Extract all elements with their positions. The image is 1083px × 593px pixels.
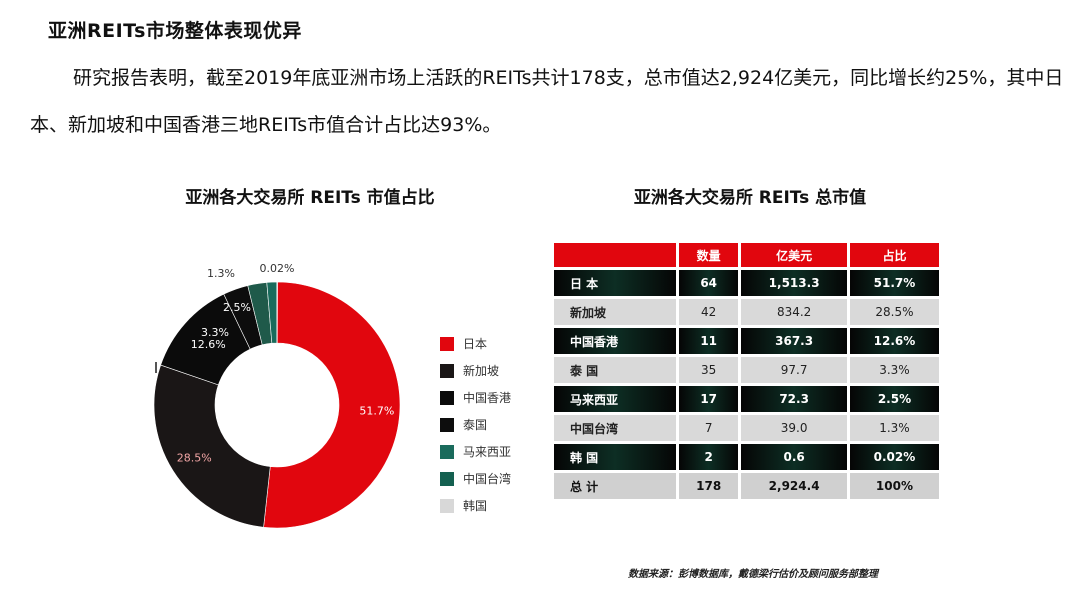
- table-row: 中国台湾 7 39.0 1.3%: [554, 415, 939, 441]
- table-cell: 64: [679, 270, 739, 296]
- table-row: 韩 国 2 0.6 0.02%: [554, 444, 939, 470]
- table-header-row: 数量 亿美元 占比: [554, 243, 939, 267]
- table-cell: 17: [679, 386, 739, 412]
- table-cell: 367.3: [741, 328, 847, 354]
- intro-paragraph: 研究报告表明，截至2019年底亚洲市场上活跃的REITs共计178支，总市值达2…: [30, 67, 1064, 136]
- table-cell: 42: [679, 299, 739, 325]
- legend-item: 泰国: [440, 411, 511, 438]
- legend-label: 马来西亚: [463, 445, 512, 459]
- table-cell: 11: [679, 328, 739, 354]
- legend-item: 新加坡: [440, 357, 511, 384]
- legend-swatch: [440, 363, 454, 378]
- table-cell: 35: [679, 357, 739, 383]
- donut-legend: 日本新加坡中国香港泰国马来西亚中国台湾韩国: [440, 330, 511, 519]
- table-column-header: 占比: [849, 243, 939, 267]
- donut-chart: 51.7% 28.5% 12.6%3.3% 2.5% 1.3% 0.02%: [153, 262, 401, 529]
- donut-data-label-5: 2.5%: [223, 301, 251, 314]
- table-cell: 834.2: [741, 299, 847, 325]
- legend-swatch: [440, 498, 454, 513]
- legend-swatch: [440, 390, 454, 405]
- reits-market-table: 数量 亿美元 占比 日 本 64 1,513.3 51.7% 新加坡 42 834.2 28.5%…: [551, 240, 942, 502]
- table-chart-title: 亚洲各大交易所 REITs 总市值: [633, 188, 867, 208]
- table-cell: 72.3: [741, 386, 847, 412]
- table-cell: 97.7: [741, 357, 847, 383]
- table-row: 马来西亚 17 72.3 2.5%: [554, 386, 939, 412]
- table-cell: 1.3%: [849, 415, 939, 441]
- table-cell: 韩 国: [554, 444, 677, 470]
- legend-swatch: [440, 471, 454, 486]
- table-cell: 新加坡: [554, 299, 677, 325]
- table-cell: 总 计: [554, 473, 677, 499]
- table-cell: 中国台湾: [554, 415, 677, 441]
- donut-data-label-4: 3.3%: [201, 326, 229, 339]
- legend-item: 中国香港: [440, 384, 511, 411]
- donut-data-label-7: 0.02%: [260, 262, 295, 275]
- table-column-header: [554, 243, 677, 267]
- table-row: 泰 国 35 97.7 3.3%: [554, 357, 939, 383]
- legend-label: 泰国: [463, 418, 488, 432]
- legend-label: 日本: [463, 337, 488, 351]
- table-column-header: 亿美元: [741, 243, 847, 267]
- table-total-row: 总 计 178 2,924.4 100%: [554, 473, 939, 499]
- donut-data-label-6: 1.3%: [207, 267, 235, 280]
- legend-item: 马来西亚: [440, 438, 511, 465]
- table-cell: 7: [679, 415, 739, 441]
- table-cell: 3.3%: [849, 357, 939, 383]
- table-cell: 2.5%: [849, 386, 939, 412]
- legend-swatch: [440, 417, 454, 432]
- table-cell: 51.7%: [849, 270, 939, 296]
- table-cell: 100%: [849, 473, 939, 499]
- legend-item: 韩国: [440, 492, 511, 519]
- data-source-note: 数据来源：彭博数据库，戴德梁行估价及顾问服务部整理: [628, 569, 878, 580]
- table-cell: 39.0: [741, 415, 847, 441]
- legend-swatch: [440, 444, 454, 459]
- donut-data-label-2: 28.5%: [177, 451, 212, 464]
- donut-data-label-3: 12.6%: [191, 338, 226, 351]
- table-cell: 0.6: [741, 444, 847, 470]
- table-cell: 28.5%: [849, 299, 939, 325]
- stray-mark: [155, 362, 157, 373]
- table-row: 日 本 64 1,513.3 51.7%: [554, 270, 939, 296]
- legend-item: 日本: [440, 330, 511, 357]
- table-cell: 泰 国: [554, 357, 677, 383]
- legend-label: 韩国: [463, 499, 488, 513]
- section-heading: 亚洲REITs市场整体表现优异: [48, 20, 302, 42]
- legend-swatch: [440, 336, 454, 351]
- table-cell: 日 本: [554, 270, 677, 296]
- table-cell: 中国香港: [554, 328, 677, 354]
- table-column-header: 数量: [679, 243, 739, 267]
- table-cell: 2: [679, 444, 739, 470]
- table-cell: 2,924.4: [741, 473, 847, 499]
- legend-item: 中国台湾: [440, 465, 511, 492]
- table-cell: 马来西亚: [554, 386, 677, 412]
- legend-label: 新加坡: [463, 364, 500, 378]
- table-cell: 0.02%: [849, 444, 939, 470]
- donut-chart-title: 亚洲各大交易所 REITs 市值占比: [185, 188, 435, 208]
- table-row: 中国香港 11 367.3 12.6%: [554, 328, 939, 354]
- table-cell: 178: [679, 473, 739, 499]
- donut-slice-7: [276, 281, 278, 344]
- table-cell: 12.6%: [849, 328, 939, 354]
- table-cell: 1,513.3: [741, 270, 847, 296]
- donut-data-label-1: 51.7%: [359, 404, 394, 417]
- donut-slice-2: [153, 364, 271, 528]
- legend-label: 中国香港: [463, 391, 512, 405]
- legend-label: 中国台湾: [463, 472, 512, 486]
- table-row: 新加坡 42 834.2 28.5%: [554, 299, 939, 325]
